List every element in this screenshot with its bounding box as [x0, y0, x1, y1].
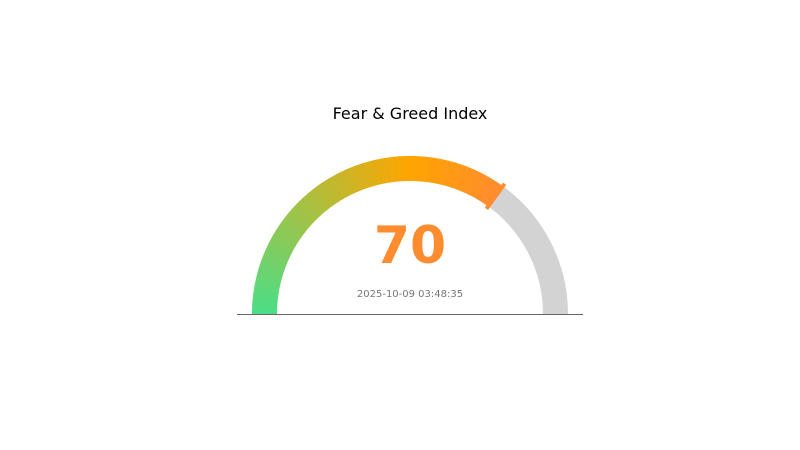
gauge-arc [251, 156, 568, 315]
value-marker [484, 182, 507, 211]
gauge-value: 70 [374, 216, 446, 276]
gauge-track [487, 186, 568, 315]
timestamp: 2025-10-09 03:48:35 [357, 289, 463, 300]
chart-title: Fear & Greed Index [333, 104, 488, 123]
